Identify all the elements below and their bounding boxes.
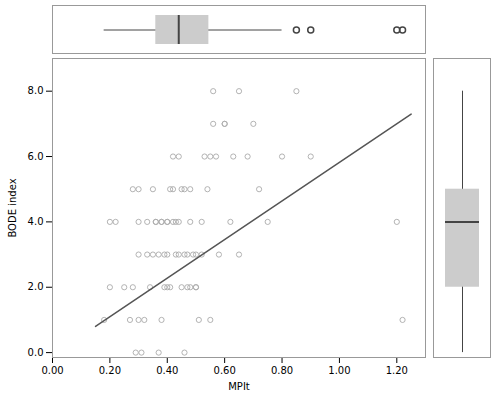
svg-text:6.0: 6.0 <box>28 151 44 162</box>
svg-text:4.0: 4.0 <box>28 216 44 227</box>
svg-text:0.60: 0.60 <box>214 365 236 376</box>
svg-text:BODE index: BODE index <box>7 178 18 237</box>
svg-text:8.0: 8.0 <box>28 85 44 96</box>
svg-text:1.20: 1.20 <box>386 365 408 376</box>
svg-text:0.00: 0.00 <box>41 365 63 376</box>
svg-text:1.00: 1.00 <box>328 365 350 376</box>
svg-text:MPIt: MPIt <box>228 381 250 392</box>
svg-text:0.20: 0.20 <box>99 365 121 376</box>
svg-text:0.40: 0.40 <box>156 365 178 376</box>
svg-text:2.0: 2.0 <box>28 281 44 292</box>
svg-text:0.0: 0.0 <box>28 347 44 358</box>
svg-text:0.80: 0.80 <box>271 365 293 376</box>
